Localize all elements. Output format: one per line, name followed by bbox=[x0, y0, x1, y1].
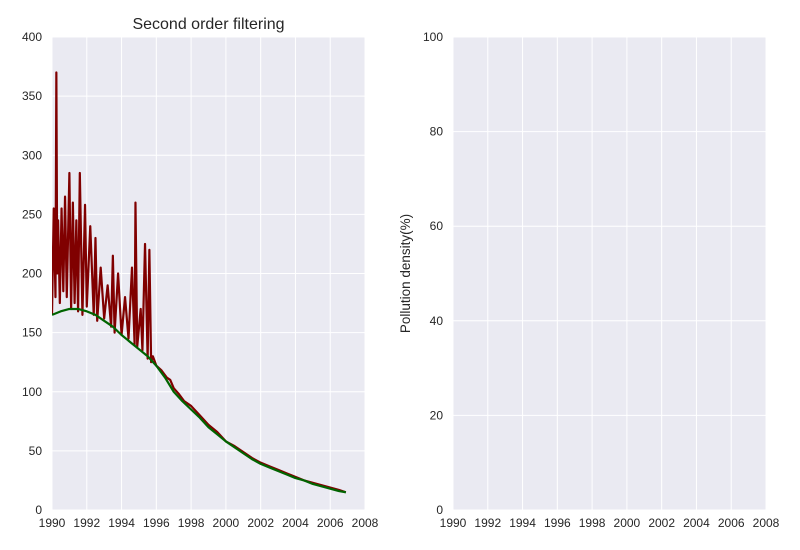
x-tick-label: 2002 bbox=[247, 516, 274, 530]
chart-panel-1: 1990 1992 1994 1996 1998 2000 2002 2004 2006 2008… bbox=[22, 16, 379, 530]
x-tick-label: 2002 bbox=[648, 516, 675, 530]
x-tick-label: 2000 bbox=[213, 516, 240, 530]
x-tick-label: 1998 bbox=[579, 516, 606, 530]
y-tick-label: 350 bbox=[22, 89, 42, 103]
plot-background bbox=[453, 37, 766, 510]
y-tick-label: 40 bbox=[430, 314, 444, 328]
y-tick-label: 400 bbox=[22, 30, 42, 44]
y-tick-label: 50 bbox=[29, 444, 43, 458]
x-tick-label: 1994 bbox=[509, 516, 536, 530]
x-tick-label: 1990 bbox=[440, 516, 467, 530]
y-tick-label: 20 bbox=[430, 408, 444, 422]
x-tick-label: 1998 bbox=[178, 516, 205, 530]
y-tick-label: 0 bbox=[35, 503, 42, 517]
x-tick-label: 1996 bbox=[143, 516, 170, 530]
series-line-2 bbox=[52, 307, 347, 494]
chart-panel-2: 1990 1992 1994 1996 1998 2000 2002 2004 2006 2008… bbox=[398, 30, 780, 530]
x-tick-label: 2004 bbox=[282, 516, 309, 530]
x-tick-label: 1992 bbox=[474, 516, 501, 530]
chart-title: Second order filtering bbox=[132, 16, 284, 33]
x-tick-label: 2006 bbox=[317, 516, 344, 530]
y-tick-label: 100 bbox=[22, 385, 42, 399]
x-tick-label: 2000 bbox=[614, 516, 641, 530]
y-tick-label: 0 bbox=[436, 503, 443, 517]
y-tick-label: 100 bbox=[423, 30, 443, 44]
x-tick-label: 2008 bbox=[753, 516, 780, 530]
x-tick-label: 1992 bbox=[73, 516, 100, 530]
x-tick-label: 1990 bbox=[39, 516, 66, 530]
x-tick-label: 1996 bbox=[544, 516, 571, 530]
x-tick-label: 1994 bbox=[108, 516, 135, 530]
y-tick-label: 200 bbox=[22, 267, 42, 281]
y-tick-label: 60 bbox=[430, 219, 444, 233]
x-tick-label: 2008 bbox=[352, 516, 379, 530]
y-tick-label: 300 bbox=[22, 148, 42, 162]
x-tick-label: 2006 bbox=[718, 516, 745, 530]
y-tick-label: 250 bbox=[22, 207, 42, 221]
y-tick-label: 150 bbox=[22, 326, 42, 340]
y-axis-label: Pollution density(%) bbox=[398, 214, 413, 333]
x-tick-label: 2004 bbox=[683, 516, 710, 530]
y-tick-label: 80 bbox=[430, 125, 444, 139]
